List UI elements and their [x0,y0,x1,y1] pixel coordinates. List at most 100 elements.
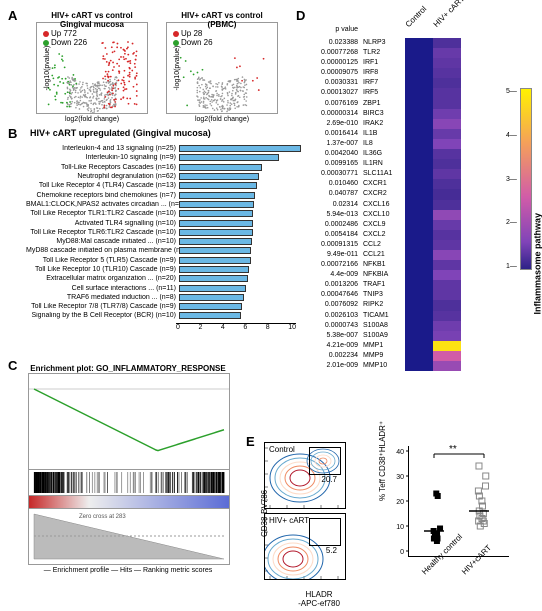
pval: 0.0002486 [298,220,358,230]
gene: MMP10 [363,361,405,371]
volcano-right-title: HIV+ cART vs control (PBMC) [167,11,277,29]
hm-cell [433,260,461,270]
gene: IRF8 [363,68,405,78]
bar-row: Toll Like Receptor 4 (TLR4) Cascade (n=1… [26,181,296,190]
hm-cell [405,220,433,230]
hm-cell [405,68,433,78]
volcano-right-ylab: -log10(pvalue) [174,46,181,91]
pval: 0.00091315 [298,240,358,250]
hm-cell [405,321,433,331]
flow-hiv: HIV+ cART 5.2 [264,513,346,580]
heatmap: 0.0233880.000772680.000001250.000090750.… [298,38,461,371]
gene: IL36G [363,149,405,159]
hm-cell [405,210,433,220]
pval: 5.94e-013 [298,210,358,220]
pval: 0.023388 [298,38,358,48]
gene: NFKBIA [363,270,405,280]
panel-A: HIV+ cART vs control Gingival mucosa -lo… [26,8,286,118]
hm-cell [405,99,433,109]
pval: 0.00030771 [298,169,358,179]
hm-cell [405,280,433,290]
hm-cell [433,200,461,210]
hm-cell [405,290,433,300]
bar-row: MyD88 cascade initiated on plasma membra… [26,246,296,255]
hm-cell [433,99,461,109]
bar-row: Signaling by the B Cell Receptor (BCR) (… [26,311,296,320]
volcano-left-xlab: log2(fold change) [37,116,147,123]
hm-cell [405,169,433,179]
hm-cell [433,68,461,78]
gene: MMP1 [363,341,405,351]
gsea-title: Enrichment plot: GO_INFLAMMATORY_RESPONS… [28,364,228,373]
gene: S100A9 [363,331,405,341]
down-label: Down 226 [51,38,87,47]
bar-label: MyD88:Mal cascade initiated ... (n=10) [26,238,179,245]
volcano-right: HIV+ cART vs control (PBMC) -log10(pvalu… [166,22,278,114]
pval: 0.0099165 [298,159,358,169]
pval: 5.38e-007 [298,331,358,341]
hm-cell [433,250,461,260]
bar-chart: Interleukin-4 and 13 signaling (n=25) In… [26,144,296,321]
bar-row: Neutrophil degranulation (n=62) [26,172,296,181]
hm-cell [405,38,433,48]
hm-cell [433,48,461,58]
hm-cell [433,240,461,250]
hm-cell [433,361,461,371]
up-label: Up 772 [51,29,77,38]
bar-label: Interleukin-4 and 13 signaling (n=25) [26,145,179,152]
svg-text:30: 30 [396,474,404,481]
bar-row: Chemokine receptors bind chemokines (n=7… [26,190,296,199]
hm-cell [433,129,461,139]
hm-cell [405,341,433,351]
svg-text:20: 20 [396,499,404,506]
volcano-left-ylab: -log10(pvalue) [44,46,51,91]
hm-cell [405,129,433,139]
gene: TLR2 [363,48,405,58]
hm-cell [405,230,433,240]
gene: TNIP3 [363,290,405,300]
bar-row: Toll Like Receptor 7/8 (TLR7/8) Cascade … [26,302,296,311]
bar-row: Interleukin-10 signaling (n=9) [26,153,296,162]
gene: RIPK2 [363,300,405,310]
bar-row: BMAL1:CLOCK,NPAS2 activates circadian ..… [26,200,296,209]
hm-cell [433,300,461,310]
gene: IL1RN [363,159,405,169]
flow-top-label: Control [269,445,295,454]
bar-label: TRAF6 mediated induction ... (n=8) [26,294,179,301]
bar-row: MyD88:Mal cascade initiated ... (n=10) [26,237,296,246]
hm-cell [433,331,461,341]
flow-ylab: CD38-BV786 [260,490,269,537]
hm-cell [405,331,433,341]
bar-label: Toll Like Receptor TLR1:TLR2 Cascade (n=… [26,210,179,217]
flow-plots: Control 20.7 HIV+ cART 5.2 CD38-BV786 HL… [264,442,346,584]
gene: IRF5 [363,88,405,98]
hm-cell [405,351,433,361]
gene: SLC11A1 [363,169,405,179]
panel-D: p value Control HIV+ cART 0.0233880.0007… [298,8,534,428]
gene: CXCR2 [363,189,405,199]
hm-cell [433,139,461,149]
pval: 4.4e-009 [298,270,358,280]
bar-row: Toll-Like Receptors Cascades (n=16) [26,163,296,172]
label-A: A [8,8,17,23]
bar-row: Cell surface interactions ... (n=11) [26,283,296,292]
pval: 0.0016414 [298,129,358,139]
hm-cell [405,179,433,189]
gsea: Enrichment plot: GO_INFLAMMATORY_RESPONS… [28,364,228,574]
gene: TRAF1 [363,280,405,290]
hm-cell [433,88,461,98]
bar-label: Toll-Like Receptors Cascades (n=16) [26,164,179,171]
flow-bot-val: 5.2 [326,546,337,555]
gene: CXCL2 [363,230,405,240]
hm-cell [433,78,461,88]
svg-text:0: 0 [400,549,404,556]
hm-cell [405,149,433,159]
hm-cell [433,159,461,169]
pval: 0.00072166 [298,260,358,270]
flow-top-val: 20.7 [321,475,337,484]
pval: 9.49e-011 [298,250,358,260]
gene: BIRC3 [363,109,405,119]
flow-bot-label: HIV+ cART [269,516,309,525]
hm-cell [433,169,461,179]
gene: NFKB1 [363,260,405,270]
